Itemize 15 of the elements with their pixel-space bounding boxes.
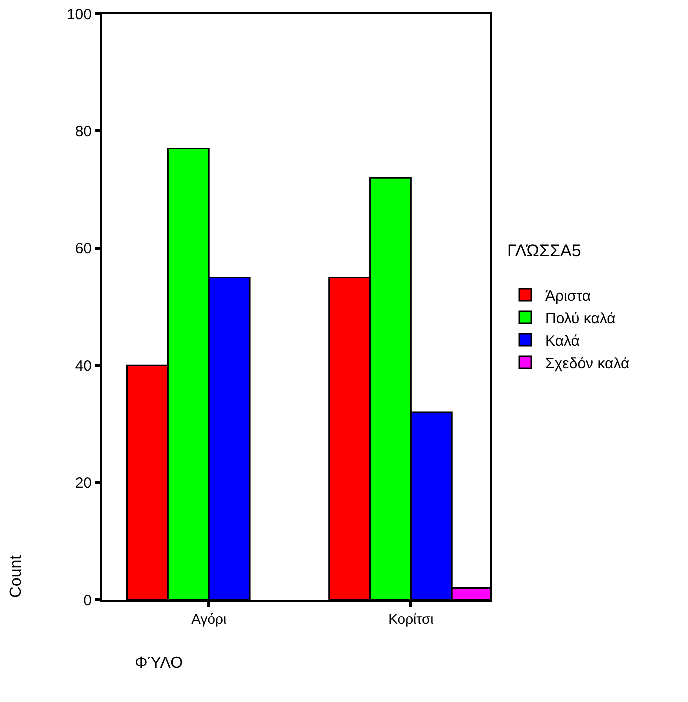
x-axis-title: ΦΎΛΟ — [135, 655, 184, 672]
y-tick-label: 80 — [75, 123, 92, 140]
y-tick-label: 100 — [66, 6, 92, 24]
y-tick-label: 20 — [75, 475, 92, 492]
legend-label: Σχεδόν καλά — [546, 355, 630, 372]
x-tick-label: Αγόρι — [192, 610, 227, 627]
y-axis-title: Count — [8, 554, 26, 598]
legend-title: ΓΛΏΣΣΑ5 — [508, 242, 582, 261]
y-tick-label: 40 — [75, 358, 92, 375]
x-tick-label: Κορίτσι — [388, 610, 434, 627]
y-tick-label: 0 — [84, 592, 92, 610]
legend-label: Καλά — [546, 332, 580, 350]
y-tick-label: 60 — [75, 240, 92, 258]
legend-label: Πολύ καλά — [546, 310, 616, 328]
legend-label: Άριστα — [546, 288, 592, 305]
